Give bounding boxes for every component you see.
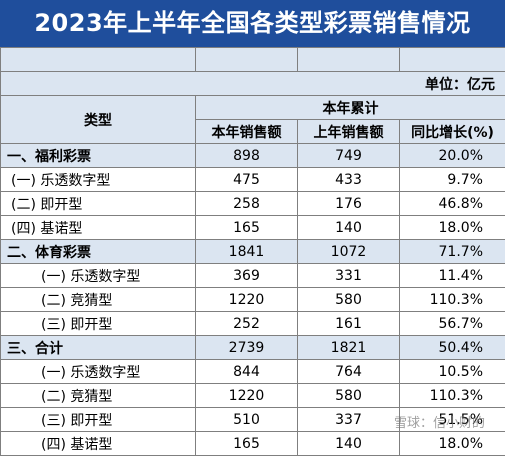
current-sales-cell: 510	[196, 408, 298, 432]
prev-sales-cell: 161	[298, 312, 400, 336]
type-name-cell: (一) 乐透数字型	[1, 264, 196, 288]
growth-cell: 20.0%	[400, 144, 505, 168]
current-sales-cell: 1220	[196, 384, 298, 408]
cumulative-header: 本年累计	[196, 96, 505, 120]
growth-cell: 56.7%	[400, 312, 505, 336]
current-sales-cell: 898	[196, 144, 298, 168]
current-sales-cell: 1220	[196, 288, 298, 312]
growth-cell: 18.0%	[400, 432, 505, 456]
type-name-cell: (二) 即开型	[1, 192, 196, 216]
current-sales-cell: 475	[196, 168, 298, 192]
current-sales-cell: 1841	[196, 240, 298, 264]
current-sales-cell: 844	[196, 360, 298, 384]
growth-cell: 10.5%	[400, 360, 505, 384]
growth-cell: 18.0%	[400, 216, 505, 240]
prev-sales-cell: 1821	[298, 336, 400, 360]
col-current-sales: 本年销售额	[196, 120, 298, 144]
current-sales-cell: 252	[196, 312, 298, 336]
prev-sales-cell: 580	[298, 288, 400, 312]
type-name-cell: (四) 基诺型	[1, 216, 196, 240]
sales-table: 单位：亿元 类型 本年累计 本年销售额 上年销售额 同比增长(%) 一、福利彩票…	[0, 47, 505, 456]
current-sales-cell: 258	[196, 192, 298, 216]
growth-cell: 11.4%	[400, 264, 505, 288]
unit-row: 单位：亿元	[1, 72, 505, 96]
type-name-cell: (一) 乐透数字型	[1, 168, 196, 192]
current-sales-cell: 165	[196, 432, 298, 456]
prev-sales-cell: 337	[298, 408, 400, 432]
current-sales-cell: 2739	[196, 336, 298, 360]
prev-sales-cell: 580	[298, 384, 400, 408]
unit-label: 单位：亿元	[1, 72, 505, 96]
current-sales-cell: 165	[196, 216, 298, 240]
col-prev-sales: 上年销售额	[298, 120, 400, 144]
type-name-cell: (二) 竞猜型	[1, 288, 196, 312]
page: 2023年上半年全国各类型彩票销售情况 单位：亿元 类型 本年累计 本年销售额 …	[0, 0, 505, 434]
type-name-cell: 一、福利彩票	[1, 144, 196, 168]
table-title: 2023年上半年全国各类型彩票销售情况	[0, 0, 505, 47]
type-name-cell: 二、体育彩票	[1, 240, 196, 264]
type-name-cell: (四) 基诺型	[1, 432, 196, 456]
type-name-cell: (二) 竞猜型	[1, 384, 196, 408]
prev-sales-cell: 749	[298, 144, 400, 168]
watermark: 雪球：信小财的	[394, 412, 485, 431]
type-name-cell: (三) 即开型	[1, 408, 196, 432]
growth-cell: 9.7%	[400, 168, 505, 192]
blank-row	[1, 48, 505, 72]
type-name-cell: (一) 乐透数字型	[1, 360, 196, 384]
type-header: 类型	[1, 96, 196, 144]
col-growth: 同比增长(%)	[400, 120, 505, 144]
header-row-1: 类型 本年累计	[1, 96, 505, 120]
growth-cell: 110.3%	[400, 384, 505, 408]
type-name-cell: (三) 即开型	[1, 312, 196, 336]
growth-cell: 71.7%	[400, 240, 505, 264]
growth-cell: 110.3%	[400, 288, 505, 312]
prev-sales-cell: 140	[298, 216, 400, 240]
prev-sales-cell: 764	[298, 360, 400, 384]
prev-sales-cell: 331	[298, 264, 400, 288]
prev-sales-cell: 176	[298, 192, 400, 216]
prev-sales-cell: 1072	[298, 240, 400, 264]
type-name-cell: 三、合计	[1, 336, 196, 360]
growth-cell: 46.8%	[400, 192, 505, 216]
prev-sales-cell: 433	[298, 168, 400, 192]
prev-sales-cell: 140	[298, 432, 400, 456]
growth-cell: 50.4%	[400, 336, 505, 360]
current-sales-cell: 369	[196, 264, 298, 288]
